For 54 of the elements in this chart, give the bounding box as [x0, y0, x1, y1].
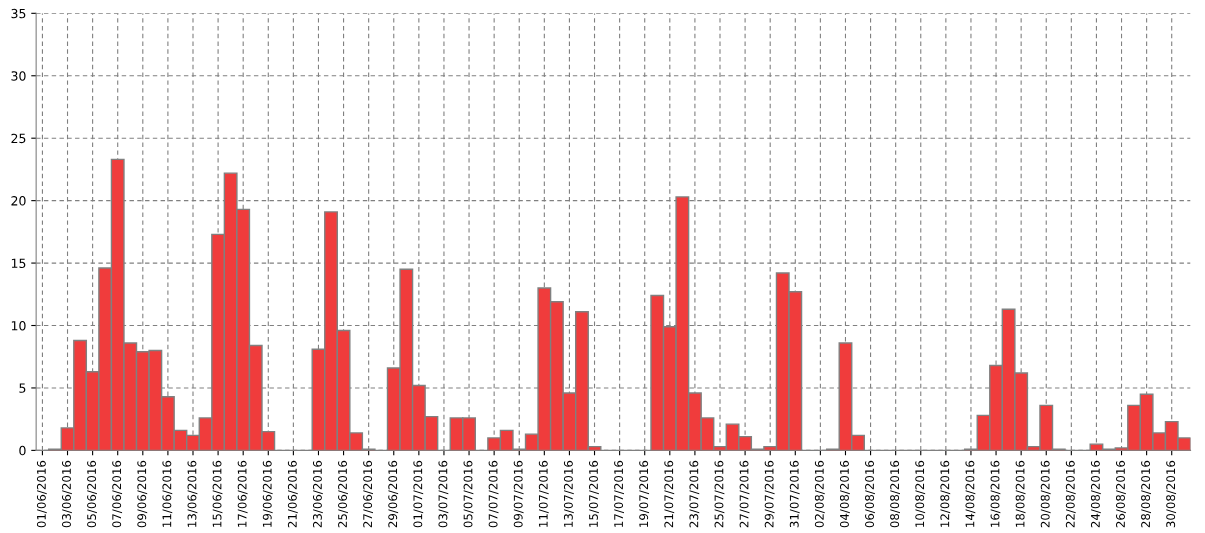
- x-tick-label: 19/06/2016: [262, 460, 273, 527]
- x-tick-label: 03/07/2016: [438, 460, 449, 528]
- x-tick-label: 14/08/2016: [965, 460, 976, 527]
- x-tick-label: 24/08/2016: [1090, 460, 1101, 528]
- x-tick-label: 09/07/2016: [513, 460, 524, 528]
- x-tick-label: 11/07/2016: [538, 460, 549, 527]
- y-tick-label: 25: [11, 133, 26, 144]
- x-tick-label: 07/07/2016: [488, 460, 499, 528]
- x-tick-label: 25/06/2016: [338, 460, 348, 528]
- x-tick-label: 06/08/2016: [865, 460, 875, 528]
- x-tick-label: 27/06/2016: [363, 460, 374, 528]
- x-tick-label: 15/07/2016: [589, 460, 599, 527]
- x-tick-label: 02/08/2016: [814, 460, 825, 528]
- x-tick-label: 05/07/2016: [463, 460, 474, 528]
- x-tick-label: 31/07/2016: [789, 460, 800, 528]
- y-tick-label: 0: [19, 445, 26, 456]
- x-tick-label: 26/08/2016: [1116, 460, 1126, 528]
- x-tick-label: 04/08/2016: [839, 460, 850, 528]
- x-tick-label: 01/07/2016: [413, 460, 424, 528]
- x-tick-label: 17/07/2016: [614, 460, 624, 527]
- x-tick-label: 03/06/2016: [62, 460, 72, 528]
- x-tick-label: 16/08/2016: [990, 460, 1001, 527]
- y-tick-label: 35: [11, 8, 26, 19]
- x-tick-label: 11/06/2016: [162, 460, 173, 527]
- x-tick-label: 12/08/2016: [940, 460, 951, 527]
- x-tick-label: 17/06/2016: [237, 460, 248, 527]
- x-tick-label: 01/06/2016: [36, 460, 47, 528]
- x-tick-label: 22/08/2016: [1065, 460, 1076, 528]
- y-tick-label: 10: [11, 320, 26, 331]
- x-tick-label: 29/07/2016: [764, 460, 775, 528]
- x-tick-label: 20/08/2016: [1040, 460, 1051, 528]
- y-tick-label: 15: [11, 258, 26, 268]
- x-tick-label: 19/07/2016: [639, 460, 650, 527]
- x-tick-label: 08/08/2016: [890, 460, 901, 528]
- x-tick-label: 23/06/2016: [312, 460, 323, 528]
- x-tick-label: 18/08/2016: [1015, 460, 1026, 527]
- x-tick-label: 21/07/2016: [664, 460, 675, 528]
- y-tick-label: 30: [11, 71, 26, 81]
- x-tick-label: 07/06/2016: [112, 460, 123, 528]
- x-tick-label: 30/08/2016: [1166, 460, 1177, 528]
- x-tick-label: 23/07/2016: [689, 460, 700, 528]
- x-tick-label: 10/08/2016: [915, 460, 926, 527]
- x-tick-label: 21/06/2016: [287, 460, 298, 528]
- y-tick-label: 5: [19, 383, 26, 393]
- x-tick-label: 13/06/2016: [187, 460, 198, 527]
- x-tick-label: 25/07/2016: [714, 460, 725, 528]
- y-tick-label: 20: [11, 196, 26, 206]
- x-tick-label: 27/07/2016: [739, 460, 750, 528]
- x-tick-label: 15/06/2016: [212, 460, 223, 527]
- x-tick-label: 05/06/2016: [87, 460, 97, 528]
- x-tick-label: 13/07/2016: [563, 460, 574, 527]
- x-tick-label: 28/08/2016: [1141, 460, 1151, 528]
- x-tick-label: 29/06/2016: [388, 460, 399, 528]
- x-tick-label: 09/06/2016: [137, 460, 148, 528]
